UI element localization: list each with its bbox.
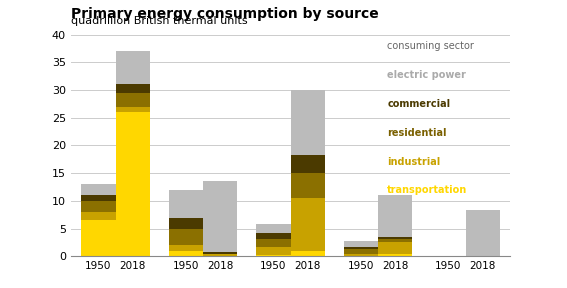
Text: residential: residential	[387, 128, 447, 138]
Bar	[344, 247, 378, 249]
Text: Primary energy consumption by source: Primary energy consumption by source	[71, 7, 379, 21]
Bar	[169, 245, 203, 251]
Bar	[81, 212, 116, 220]
Bar	[203, 181, 238, 252]
Bar	[256, 238, 291, 247]
Bar	[256, 255, 291, 256]
Bar	[169, 229, 203, 245]
Bar	[344, 249, 378, 253]
Bar	[256, 233, 291, 238]
Bar	[81, 201, 116, 212]
Bar	[169, 190, 203, 217]
Text: quadrillion British thermal units: quadrillion British thermal units	[71, 16, 248, 26]
Bar	[116, 107, 150, 112]
Bar	[203, 253, 238, 254]
Bar	[116, 84, 150, 93]
Bar	[203, 254, 238, 256]
Bar	[81, 184, 116, 195]
Text: consuming sector: consuming sector	[387, 41, 474, 51]
Bar	[378, 242, 412, 253]
Bar	[290, 198, 325, 251]
Bar	[116, 93, 150, 107]
Bar	[378, 238, 412, 242]
Text: transportation: transportation	[387, 185, 468, 195]
Bar	[466, 210, 500, 256]
Text: commercial: commercial	[387, 99, 450, 109]
Bar	[378, 237, 412, 238]
Bar	[256, 224, 291, 233]
Bar	[290, 173, 325, 198]
Text: industrial: industrial	[387, 157, 441, 166]
Bar	[290, 251, 325, 256]
Bar	[256, 247, 291, 255]
Bar	[81, 220, 116, 256]
Bar	[81, 195, 116, 201]
Bar	[169, 251, 203, 256]
Bar	[344, 253, 378, 256]
Bar	[344, 241, 378, 247]
Bar	[290, 156, 325, 173]
Bar	[169, 217, 203, 229]
Bar	[116, 51, 150, 84]
Bar	[116, 112, 150, 256]
Bar	[378, 253, 412, 256]
Bar	[378, 195, 412, 237]
Text: electric power: electric power	[387, 70, 466, 80]
Bar	[203, 252, 238, 253]
Bar	[290, 90, 325, 156]
